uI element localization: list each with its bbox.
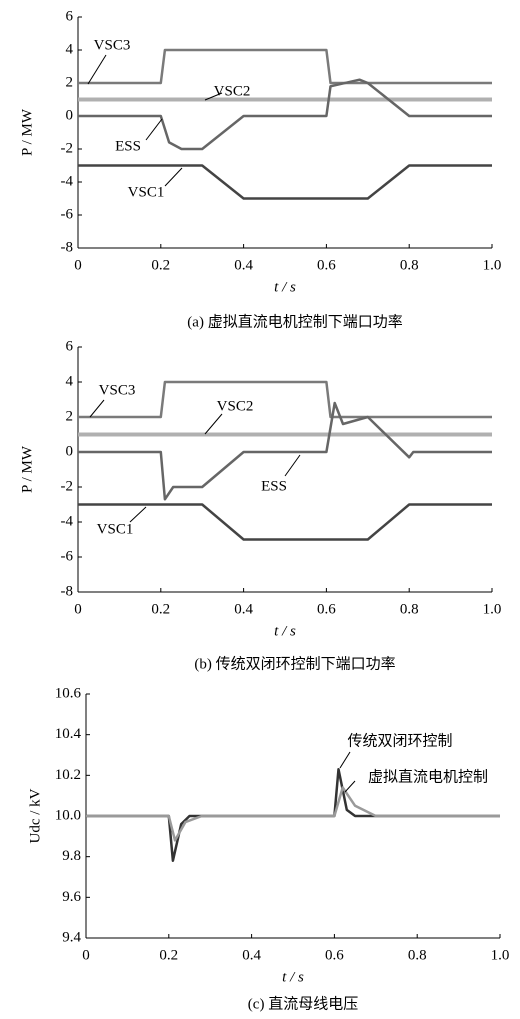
line-series [78,48,492,85]
y-tick-label: 9.4 [62,929,81,945]
x-tick-label: 0.2 [151,257,170,273]
series-label: 虚拟直流电机控制 [368,768,488,785]
y-tick-label: 0 [66,443,74,459]
line-series [78,164,492,200]
series-label: VSC2 [214,83,251,99]
x-axis-label: t / s [274,623,296,639]
line-series [78,380,492,419]
x-tick-label: 0.8 [400,601,419,617]
x-axis-label: t / s [274,279,296,295]
y-tick-label: -4 [61,513,74,529]
series-label: VSC3 [99,382,136,398]
x-tick-label: 0.4 [234,601,253,617]
y-tick-label: -8 [61,239,74,255]
x-tick-label: 0.6 [317,601,336,617]
x-tick-label: 0.8 [400,257,419,273]
x-tick-label: 0.4 [234,257,253,273]
series-label: VSC2 [217,398,254,414]
series-label: VSC3 [94,37,131,53]
x-tick-label: 0.6 [317,257,336,273]
leader-line [204,92,223,101]
x-tick-label: 0.6 [325,947,344,963]
series-label: ESS [261,478,287,494]
series-label: 传统双闭环控制 [347,732,452,749]
caption: (b) 传统双闭环控制下端口功率 [194,655,395,672]
y-tick-label: 9.8 [62,848,81,864]
leader-line [129,506,147,523]
y-tick-label: 10.2 [55,767,81,783]
series-label: ESS [115,138,141,154]
x-tick-label: 1.0 [483,257,502,273]
line-series [78,503,492,541]
line-series [86,786,500,842]
leader-line [204,413,223,435]
leader-line [339,751,351,769]
leader-line [284,454,301,477]
line-series [78,401,492,501]
y-tick-label: 6 [66,338,74,354]
leader-line [145,118,163,141]
x-axis-label: t / s [282,969,304,985]
y-tick-label: -6 [61,206,74,222]
x-tick-label: 0.2 [159,947,178,963]
y-tick-label: 0 [66,107,74,123]
x-tick-label: 1.0 [491,947,510,963]
x-tick-label: 0.4 [242,947,261,963]
leader-line [164,167,183,187]
series-label: VSC1 [128,184,165,200]
x-tick-label: 0 [74,601,82,617]
y-axis-label: P / MW [19,445,35,493]
y-tick-label: 10.6 [55,685,82,701]
caption: (c) 直流母线电压 [248,995,358,1012]
x-tick-label: 0 [82,947,90,963]
y-tick-label: 4 [66,373,74,389]
y-tick-label: -8 [61,583,74,599]
caption: (a) 虚拟直流电机控制下端口功率 [187,313,402,330]
y-tick-label: 2 [66,74,74,90]
series-label: VSC1 [97,521,134,537]
y-tick-label: 10.0 [55,807,81,823]
leader-line [344,780,356,793]
y-axis-label: Udc / kV [27,788,43,843]
line-series [78,78,492,151]
y-tick-label: 2 [66,408,74,424]
leader-line [89,399,105,418]
leader-line [87,54,107,85]
x-tick-label: 0.2 [151,601,170,617]
y-tick-label: 6 [66,8,74,24]
y-tick-label: -2 [61,478,74,494]
y-tick-label: -6 [61,548,74,564]
y-axis-label: P / MW [19,108,35,156]
y-tick-label: -4 [61,173,74,189]
x-tick-label: 0 [74,257,82,273]
x-tick-label: 1.0 [483,601,502,617]
y-tick-label: 9.6 [62,889,81,905]
y-tick-label: 10.4 [55,726,82,742]
y-tick-label: 4 [66,41,74,57]
y-tick-label: -2 [61,140,74,156]
x-tick-label: 0.8 [408,947,427,963]
